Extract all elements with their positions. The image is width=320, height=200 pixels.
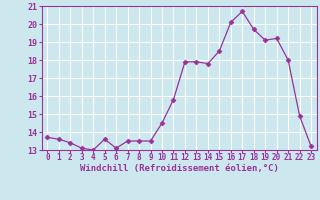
- X-axis label: Windchill (Refroidissement éolien,°C): Windchill (Refroidissement éolien,°C): [80, 164, 279, 173]
